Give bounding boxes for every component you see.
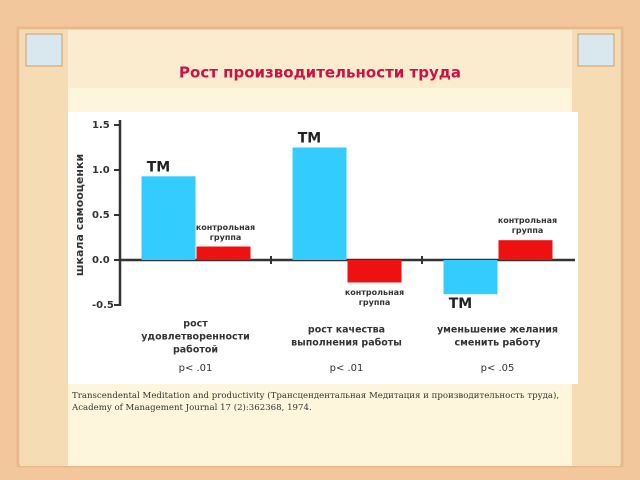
bar-label: ТМ <box>449 296 472 312</box>
bar-label: контрольная группа <box>195 222 256 242</box>
p-value: p< .01 <box>179 363 213 374</box>
x-tick-label: рост качества <box>308 325 385 336</box>
bar <box>196 246 251 260</box>
right-column <box>572 30 620 466</box>
left-column <box>20 30 68 466</box>
y-tick-label: 1.0 <box>92 165 110 176</box>
bar <box>498 240 553 260</box>
y-tick-label: 0.5 <box>92 210 110 221</box>
bar-label: контрольная группа <box>344 287 405 307</box>
bar <box>141 176 196 260</box>
x-tick-label: рост <box>183 319 208 330</box>
corner-ornament <box>25 33 63 67</box>
y-tick-label: -0.5 <box>92 300 114 311</box>
corner-ornament <box>577 33 615 67</box>
x-tick-label: работой <box>173 345 218 356</box>
source-note: Transcendental Meditation and productivi… <box>72 391 560 413</box>
p-value: p< .01 <box>330 363 364 374</box>
x-tick-label: удовлетворенности <box>141 332 250 343</box>
bar <box>347 260 402 283</box>
bar-label: контрольная группа <box>497 216 558 236</box>
y-tick-label: 0.0 <box>92 255 110 266</box>
y-axis-label: шкала самооценки <box>73 154 86 276</box>
x-tick-label: выполнения работы <box>291 338 402 349</box>
x-tick-label: уменьшение желания <box>437 325 558 336</box>
bar <box>292 147 347 260</box>
p-value: p< .05 <box>481 363 515 374</box>
chart-title: Рост производительности труда <box>179 64 461 82</box>
bar <box>443 260 498 295</box>
x-tick-label: сменить работу <box>455 338 542 349</box>
bar-label: ТМ <box>147 159 170 175</box>
bar-label: ТМ <box>298 131 321 147</box>
y-tick-label: 1.5 <box>92 120 110 131</box>
